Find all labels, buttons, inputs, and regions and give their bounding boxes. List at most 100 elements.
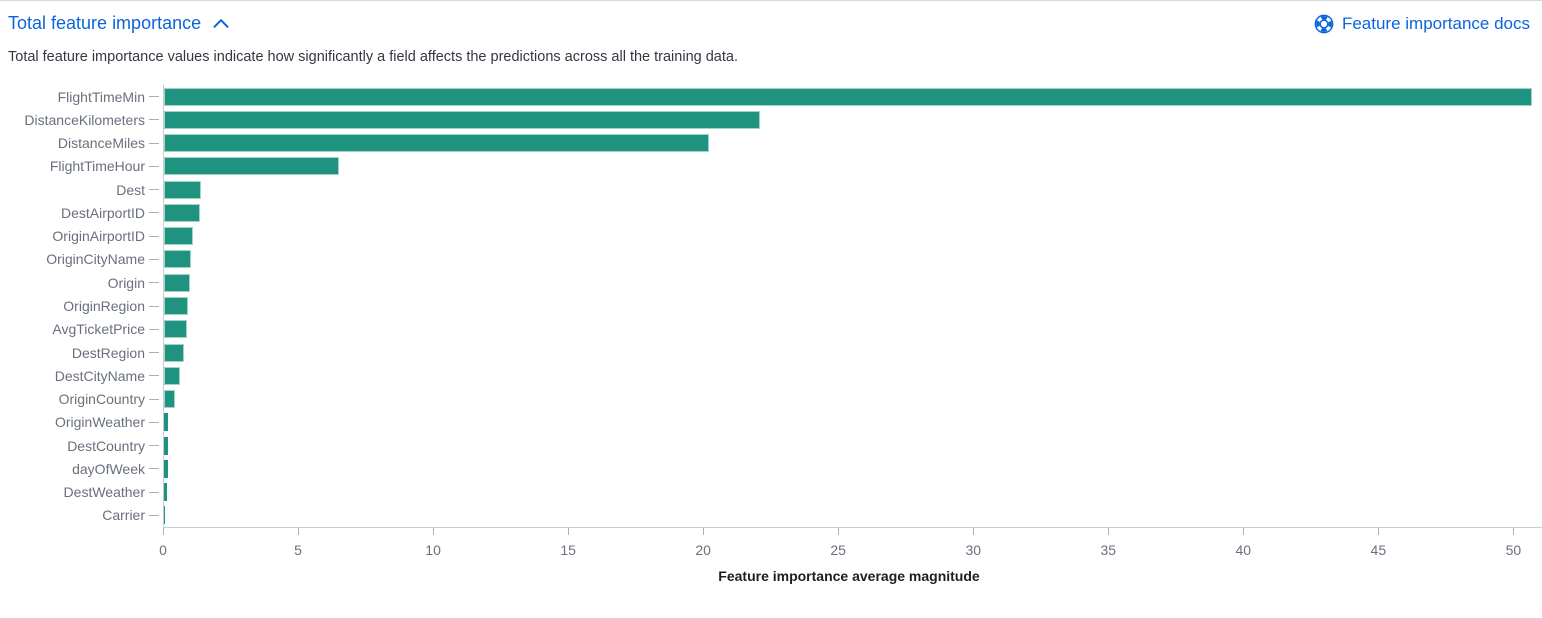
x-tick-label: 10: [425, 542, 441, 558]
help-ring-icon: [1314, 14, 1334, 33]
y-axis-label: OriginCityName: [46, 251, 145, 268]
importance-bar[interactable]: [164, 506, 166, 525]
importance-bar[interactable]: [164, 297, 189, 316]
y-axis-label: DestCityName: [54, 367, 145, 384]
chart-row: Dest: [0, 178, 1542, 201]
importance-bar[interactable]: [164, 436, 169, 455]
x-tick-label: 0: [159, 542, 167, 558]
chart-row: OriginCityName: [0, 248, 1542, 271]
chart-row: dayOfWeek: [0, 457, 1542, 480]
section-header: Total feature importance Feature importa…: [0, 1, 1542, 34]
chart-row: OriginCountry: [0, 387, 1542, 410]
y-tick-mark: [149, 375, 159, 377]
docs-link-label: Feature importance docs: [1341, 13, 1530, 33]
y-tick-mark: [149, 282, 159, 284]
total-feature-importance-toggle[interactable]: Total feature importance: [8, 13, 229, 34]
section-description: Total feature importance values indicate…: [8, 49, 738, 65]
bar-track: [164, 341, 1535, 364]
x-tick-mark: [1243, 528, 1245, 535]
chart-row: DistanceKilometers: [0, 108, 1542, 131]
importance-bar[interactable]: [164, 227, 194, 246]
x-tick-label: 35: [1100, 542, 1117, 558]
x-tick-label: 25: [830, 542, 846, 558]
y-axis-label: OriginWeather: [54, 414, 145, 431]
x-tick-label: 45: [1370, 542, 1387, 558]
bar-track: [164, 132, 1535, 155]
y-tick-mark: [149, 491, 159, 493]
importance-bar[interactable]: [164, 459, 169, 478]
y-tick-mark: [149, 189, 159, 191]
y-axis-label: FlightTimeHour: [49, 158, 145, 175]
importance-bar[interactable]: [164, 180, 201, 199]
importance-bar[interactable]: [164, 343, 184, 362]
importance-bar[interactable]: [164, 157, 340, 176]
y-axis-line: [163, 85, 164, 527]
bar-track: [164, 225, 1535, 248]
x-tick-label: 30: [965, 542, 982, 558]
bar-track: [164, 504, 1535, 527]
chart-row: DestWeather: [0, 481, 1542, 504]
chart-row: DestCountry: [0, 434, 1542, 457]
x-tick-mark: [568, 528, 570, 535]
bar-track: [164, 364, 1535, 387]
y-tick-mark: [149, 445, 159, 447]
y-axis-label: Dest: [116, 181, 145, 198]
y-tick-mark: [149, 142, 159, 144]
y-tick-mark: [149, 328, 159, 330]
x-axis-line: [163, 527, 1542, 528]
bar-track: [164, 387, 1535, 410]
x-tick-label: 15: [560, 542, 576, 558]
importance-bar[interactable]: [164, 413, 169, 432]
y-axis-label: DistanceMiles: [57, 135, 145, 152]
y-axis-label: DistanceKilometers: [24, 111, 145, 128]
bar-track: [164, 155, 1535, 178]
bar-track: [164, 178, 1535, 201]
importance-bar[interactable]: [164, 390, 176, 409]
chart-row: OriginWeather: [0, 411, 1542, 434]
y-axis-label: Origin: [107, 274, 145, 291]
y-axis-label: FlightTimeMin: [57, 88, 145, 105]
importance-bar[interactable]: [164, 273, 190, 292]
y-axis-label: DestRegion: [71, 344, 145, 361]
y-axis-label: DestCountry: [67, 437, 145, 454]
x-tick-mark: [1378, 528, 1380, 535]
bar-track: [164, 85, 1535, 108]
importance-bar[interactable]: [164, 203, 200, 222]
importance-bar[interactable]: [164, 366, 181, 385]
x-tick-label: 20: [695, 542, 711, 558]
y-tick-mark: [149, 258, 159, 260]
y-axis-label: OriginRegion: [63, 298, 145, 315]
importance-bar[interactable]: [164, 110, 761, 129]
importance-bar[interactable]: [164, 250, 191, 269]
chart-row: Carrier: [0, 504, 1542, 527]
bar-track: [164, 271, 1535, 294]
y-tick-mark: [149, 352, 159, 354]
feature-importance-docs-link[interactable]: Feature importance docs: [1314, 14, 1530, 34]
y-tick-mark: [149, 235, 159, 237]
chart-row: DistanceMiles: [0, 132, 1542, 155]
x-tick-label: 50: [1505, 542, 1522, 558]
x-tick-label: 5: [294, 542, 302, 558]
chart-row: DestAirportID: [0, 201, 1542, 224]
y-tick-mark: [149, 514, 159, 516]
chart-row: Origin: [0, 271, 1542, 294]
section-title: Total feature importance: [8, 13, 202, 33]
chart-row: OriginRegion: [0, 294, 1542, 317]
y-tick-mark: [149, 96, 159, 98]
bar-track: [164, 318, 1535, 341]
x-axis-ticks: 0 5 10 15 20 25 30 35 40 45 50: [159, 528, 1535, 566]
x-tick-mark: [838, 528, 840, 535]
y-tick-mark: [149, 165, 159, 167]
importance-bar[interactable]: [164, 134, 710, 153]
x-tick-mark: [298, 528, 300, 535]
chart-row: FlightTimeMin: [0, 85, 1542, 108]
x-tick-mark: [703, 528, 705, 535]
importance-bar[interactable]: [164, 87, 1533, 106]
bar-track: [164, 411, 1535, 434]
y-tick-mark: [149, 212, 159, 214]
y-axis-label: AvgTicketPrice: [52, 321, 145, 338]
y-axis-label: OriginCountry: [58, 391, 145, 408]
importance-bar[interactable]: [164, 320, 188, 339]
importance-bar[interactable]: [164, 483, 167, 502]
bar-track: [164, 248, 1535, 271]
